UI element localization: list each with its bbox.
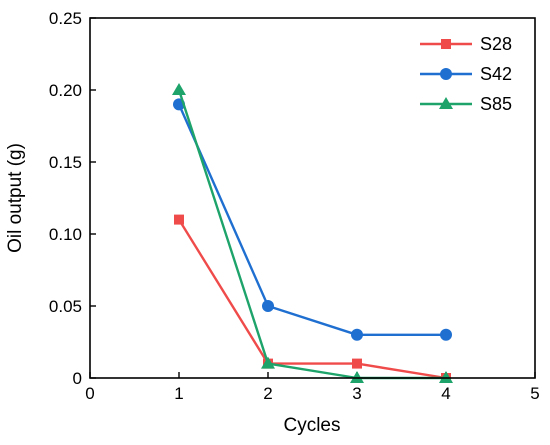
- plot-series: [172, 83, 453, 383]
- y-tick-label: 0.20: [49, 81, 82, 100]
- x-tick-label: 4: [441, 384, 450, 403]
- series-s42: [173, 98, 452, 341]
- data-point: [350, 371, 364, 383]
- series-s28: [174, 214, 451, 383]
- data-point: [351, 328, 363, 341]
- data-point: [439, 371, 453, 383]
- series-line: [177, 103, 446, 336]
- y-tick-label: 0.10: [49, 225, 82, 244]
- y-tick-label: 0: [73, 369, 82, 388]
- legend-label: S42: [480, 64, 512, 84]
- series-line: [177, 218, 447, 380]
- x-tick-label: 5: [530, 384, 539, 403]
- data-point: [172, 83, 186, 95]
- x-tick-label: 3: [352, 384, 361, 403]
- y-tick-label: 0.25: [49, 9, 82, 28]
- legend-item: S42: [420, 64, 512, 84]
- y-tick-label: 0.15: [49, 153, 82, 172]
- x-axis: 0 1 2 3 4 5: [85, 372, 540, 403]
- legend-marker: [439, 97, 453, 109]
- legend: S28 S42 S85: [420, 34, 512, 114]
- legend-item: S28: [420, 34, 512, 54]
- y-axis: 0 0.05 0.10 0.15 0.20 0.25: [49, 9, 96, 388]
- data-point: [262, 300, 274, 312]
- data-point: [261, 356, 275, 369]
- y-axis-title: Oil output (g): [5, 143, 26, 253]
- legend-label: S85: [480, 94, 512, 114]
- series-s85: [172, 83, 453, 383]
- y-tick-label: 0.05: [49, 297, 82, 316]
- legend-item: S85: [420, 94, 512, 114]
- legend-label: S28: [480, 34, 512, 54]
- legend-marker: [441, 39, 451, 49]
- x-axis-title: Cycles: [283, 415, 340, 436]
- legend-marker: [440, 68, 452, 80]
- data-point: [174, 214, 184, 225]
- x-tick-label: 0: [85, 384, 94, 403]
- data-point: [352, 358, 362, 369]
- data-point: [440, 328, 452, 341]
- x-tick-label: 2: [263, 384, 272, 403]
- x-tick-label: 1: [174, 384, 183, 403]
- plot-frame: [89, 17, 536, 379]
